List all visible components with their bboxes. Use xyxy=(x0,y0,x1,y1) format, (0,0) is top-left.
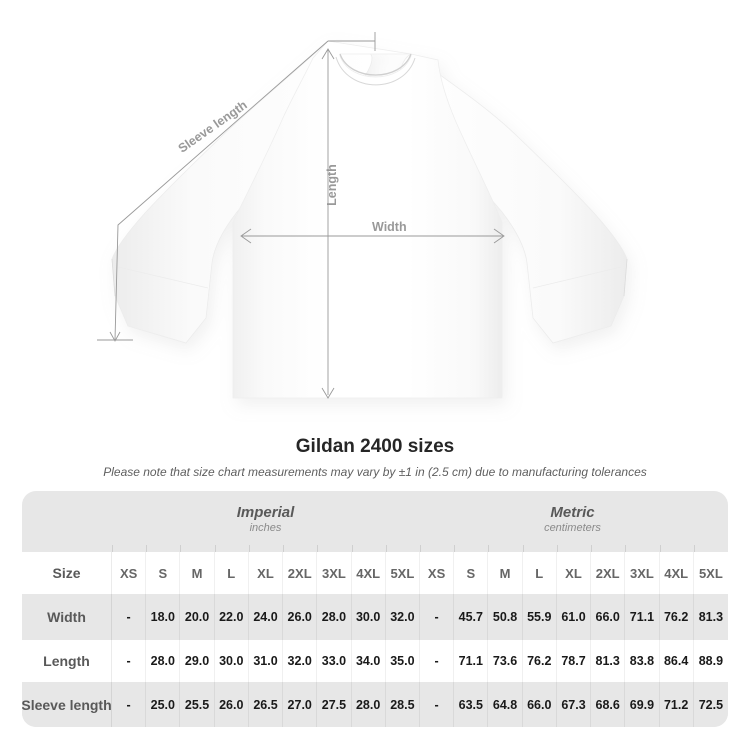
svg-text:Length: Length xyxy=(325,164,339,206)
svg-text:Width: Width xyxy=(372,220,407,234)
